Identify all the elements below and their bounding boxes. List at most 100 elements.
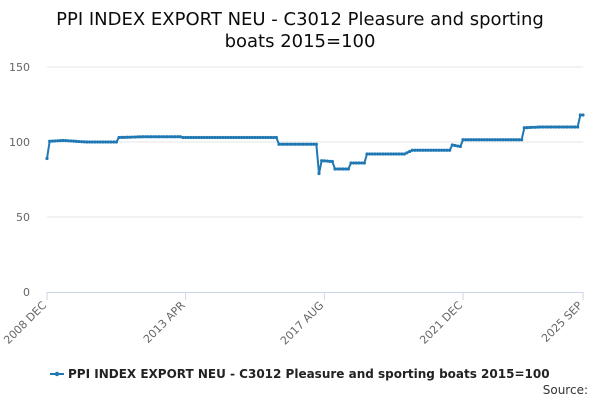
data-point[interactable] (202, 135, 206, 140)
data-point[interactable] (344, 167, 348, 171)
data-point[interactable] (58, 139, 62, 143)
data-point[interactable] (45, 156, 49, 161)
data-point[interactable] (160, 135, 164, 139)
data-point[interactable] (237, 135, 241, 140)
data-point[interactable] (416, 148, 420, 152)
data-point[interactable] (565, 125, 569, 129)
data-point[interactable] (400, 152, 404, 156)
data-point[interactable] (272, 135, 276, 140)
data-point[interactable] (146, 135, 150, 139)
data-point[interactable] (346, 167, 350, 171)
data-point[interactable] (114, 140, 118, 144)
data-point[interactable] (248, 135, 252, 140)
data-point[interactable] (418, 148, 422, 152)
data-point[interactable] (53, 139, 57, 143)
data-point[interactable] (218, 135, 222, 140)
data-point[interactable] (464, 138, 468, 142)
data-point[interactable] (373, 152, 377, 156)
data-point[interactable] (96, 140, 100, 144)
data-point[interactable] (298, 142, 302, 146)
data-point[interactable] (498, 138, 502, 142)
data-point[interactable] (546, 125, 550, 129)
data-point[interactable] (493, 138, 497, 142)
data-point[interactable] (472, 138, 476, 142)
data-point[interactable] (509, 138, 513, 142)
data-point[interactable] (189, 135, 193, 140)
data-point[interactable] (229, 135, 233, 140)
data-point[interactable] (285, 142, 289, 146)
data-point[interactable] (488, 138, 492, 142)
data-point[interactable] (554, 125, 558, 129)
data-point[interactable] (578, 113, 582, 117)
data-point[interactable] (354, 161, 358, 165)
data-point[interactable] (370, 152, 374, 156)
data-point[interactable] (317, 171, 321, 176)
data-point[interactable] (397, 152, 401, 156)
data-point[interactable] (429, 148, 433, 152)
data-point[interactable] (82, 140, 86, 144)
data-point[interactable] (48, 139, 52, 143)
data-point[interactable] (506, 138, 510, 142)
data-point[interactable] (133, 135, 137, 139)
data-point[interactable] (541, 125, 545, 129)
data-point[interactable] (512, 138, 516, 142)
data-point[interactable] (106, 140, 110, 144)
data-point[interactable] (530, 125, 534, 129)
data-point[interactable] (408, 149, 412, 154)
data-point[interactable] (301, 142, 305, 146)
data-point[interactable] (144, 135, 148, 139)
data-point[interactable] (261, 135, 265, 140)
data-point[interactable] (162, 135, 166, 139)
data-point[interactable] (226, 135, 230, 140)
data-point[interactable] (205, 135, 209, 140)
data-point[interactable] (573, 125, 577, 129)
data-point[interactable] (386, 152, 390, 156)
data-point[interactable] (522, 126, 526, 130)
data-point[interactable] (309, 142, 313, 146)
data-point[interactable] (514, 138, 518, 142)
data-point[interactable] (461, 138, 465, 142)
data-point[interactable] (181, 135, 185, 140)
data-point[interactable] (277, 142, 281, 146)
data-point[interactable] (290, 142, 294, 146)
data-point[interactable] (61, 138, 65, 143)
data-point[interactable] (325, 159, 329, 163)
data-point[interactable] (93, 140, 97, 144)
data-point[interactable] (80, 140, 84, 144)
data-point[interactable] (152, 135, 156, 139)
data-point[interactable] (269, 135, 273, 140)
data-point[interactable] (253, 135, 257, 140)
data-point[interactable] (517, 138, 521, 142)
data-point[interactable] (88, 140, 92, 144)
data-point[interactable] (320, 159, 324, 163)
data-point[interactable] (384, 152, 388, 156)
data-point[interactable] (168, 135, 172, 139)
data-point[interactable] (117, 135, 121, 140)
data-point[interactable] (178, 135, 182, 139)
data-point[interactable] (474, 138, 478, 142)
data-point[interactable] (293, 142, 297, 146)
data-point[interactable] (154, 135, 158, 139)
data-point[interactable] (381, 152, 385, 156)
data-point[interactable] (536, 125, 540, 129)
data-point[interactable] (426, 148, 430, 152)
data-point[interactable] (576, 125, 580, 129)
data-point[interactable] (557, 125, 561, 129)
data-point[interactable] (357, 161, 361, 165)
data-point[interactable] (304, 142, 308, 146)
data-point[interactable] (184, 135, 188, 140)
data-point[interactable] (562, 125, 566, 129)
data-point[interactable] (410, 148, 414, 152)
data-point[interactable] (64, 139, 68, 143)
data-point[interactable] (72, 139, 76, 143)
data-point[interactable] (112, 140, 116, 144)
data-point[interactable] (469, 138, 473, 142)
data-point[interactable] (392, 152, 396, 156)
data-point[interactable] (216, 135, 220, 140)
data-point[interactable] (221, 135, 225, 140)
data-point[interactable] (130, 135, 134, 139)
data-point[interactable] (330, 159, 334, 164)
data-point[interactable] (453, 143, 457, 148)
data-point[interactable] (362, 161, 366, 165)
data-point[interactable] (98, 140, 102, 144)
